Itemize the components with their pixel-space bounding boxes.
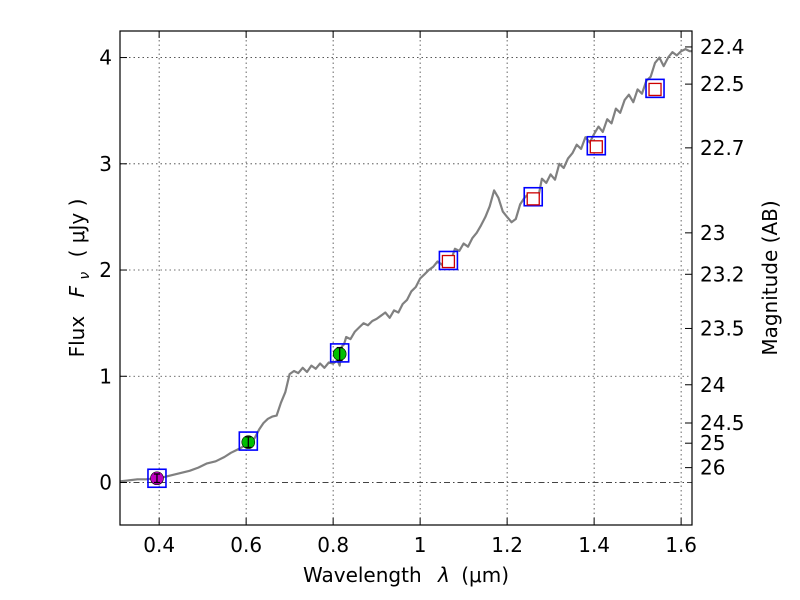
y-axis-title-unit: ( μJy ) — [65, 199, 89, 258]
y-axis-title-prefix: Flux — [65, 316, 89, 358]
y2-tick-label: 23.2 — [700, 262, 745, 286]
x-axis-title-symbol: λ — [437, 563, 450, 587]
model-photometry-square — [586, 135, 607, 156]
y2-tick-label: 22.7 — [700, 136, 745, 160]
y2-tick-label: 25 — [700, 431, 725, 455]
x-tick-label: 0.4 — [143, 533, 175, 557]
upper-limit-square — [441, 254, 456, 269]
y-tick-label: 1 — [99, 364, 112, 388]
y2-tick-label: 24 — [700, 373, 725, 397]
y-axis-title-subscript: ν — [77, 272, 93, 280]
y-axis-title: Flux F ν ( μJy ) — [65, 199, 94, 358]
upper-limit-square — [526, 192, 540, 206]
y2-tick-label: 22.5 — [700, 72, 745, 96]
model-photometry-square — [329, 343, 350, 363]
y-axis-title-symbol: F — [65, 285, 89, 297]
x-tick-label: 1.6 — [665, 533, 697, 557]
y2-tick-label: 26 — [700, 456, 725, 480]
y2-tick-label: 23 — [700, 221, 725, 245]
x-axis-title: Wavelength λ (μm) — [303, 563, 509, 587]
y-tick-label: 4 — [99, 46, 112, 70]
spectrum-line — [119, 47, 692, 483]
y-tick-label: 0 — [99, 471, 112, 495]
model-photometry-square — [147, 468, 167, 489]
model-photometry-square — [238, 431, 259, 451]
model-photometry-square — [438, 250, 459, 271]
x-tick-label: 0.6 — [230, 533, 262, 557]
y-tick-label: 2 — [99, 258, 112, 282]
model-photometry-square — [523, 186, 544, 207]
y2-tick-label: 23.5 — [700, 316, 745, 340]
y2-tick-label: 22.4 — [700, 35, 745, 59]
series-group — [119, 47, 692, 483]
photometry-group — [147, 78, 665, 489]
x-tick-label: 1.4 — [578, 533, 610, 557]
y-axis-ticks: 0 1 2 3 4 — [99, 46, 127, 495]
plot-frame — [119, 30, 693, 526]
x-tick-label: 0.8 — [317, 533, 349, 557]
y2-tick-label: 24.5 — [700, 411, 745, 435]
y2-axis-title: Magnitude (AB) — [758, 200, 782, 355]
x-axis-title-prefix: Wavelength — [303, 563, 422, 587]
x-axis-title-unit: (μm) — [461, 563, 509, 587]
y-tick-label: 3 — [99, 152, 112, 176]
upper-limit-square — [648, 82, 662, 97]
x-tick-label: 1 — [414, 533, 427, 557]
x-tick-label: 1.2 — [491, 533, 523, 557]
upper-limit-square — [589, 140, 603, 154]
model-photometry-square — [645, 78, 665, 99]
x-axis-ticks: 0.4 0.6 0.8 1 1.2 1.4 1.6 — [143, 31, 697, 557]
